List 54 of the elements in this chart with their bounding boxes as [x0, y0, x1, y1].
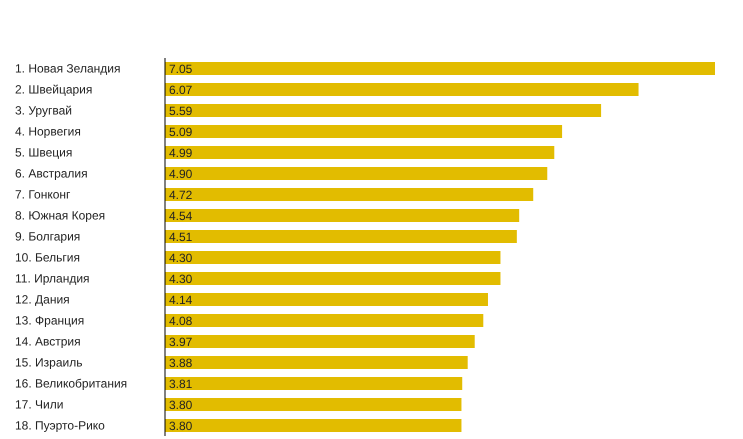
y-tick-label: 6. Австралия: [15, 166, 88, 180]
y-tick-label: 18. Пуэрто-Рико: [15, 418, 106, 432]
bar: [165, 83, 639, 96]
data-label: 4.72: [169, 188, 193, 202]
data-label: 3.80: [169, 398, 193, 412]
data-label: 4.54: [169, 208, 193, 223]
y-tick-label: 17. Чили: [15, 398, 64, 412]
bar: [165, 146, 554, 159]
y-tick-label: 3. Уругвай: [15, 104, 72, 118]
y-tick-label: 8. Южная Корея: [15, 208, 106, 222]
y-tick-label: 12. Дания: [15, 292, 70, 306]
data-label: 4.51: [169, 230, 193, 244]
data-label: 3.97: [169, 334, 193, 349]
y-tick-label: 9. Болгария: [15, 230, 80, 244]
data-label: 3.81: [169, 376, 193, 391]
bar: [165, 230, 517, 243]
bar: [165, 377, 462, 390]
data-label: 5.09: [169, 124, 193, 139]
bar: [165, 104, 602, 117]
bar: [165, 251, 500, 264]
bar: [165, 314, 484, 327]
bar: [165, 293, 488, 306]
data-label: 4.30: [169, 250, 193, 265]
data-label: 4.30: [169, 272, 193, 286]
bar: [165, 419, 462, 432]
bar: [165, 272, 500, 285]
y-tick-label: 5. Швеция: [15, 146, 72, 160]
bar: [165, 188, 534, 201]
y-tick-label: 4. Норвегия: [15, 124, 81, 138]
bar: [165, 356, 468, 369]
bar: [165, 398, 462, 411]
y-tick-label: 2. Швейцария: [15, 82, 92, 96]
y-tick-label: 1. Новая Зеландия: [15, 62, 120, 76]
y-tick-label: 15. Израиль: [15, 356, 82, 370]
data-label: 3.88: [169, 356, 193, 370]
y-tick-label: 7. Гонконг: [15, 188, 72, 202]
data-label: 3.80: [169, 418, 193, 433]
bar: [165, 62, 715, 75]
data-label: 4.99: [169, 146, 193, 160]
y-tick-label: 11. Ирландия: [15, 272, 90, 286]
bar: [165, 209, 520, 222]
data-label: 4.90: [169, 166, 193, 181]
y-tick-label: 10. Бельгия: [15, 250, 80, 264]
bar: [165, 167, 548, 180]
y-tick-label: 16. Великобритания: [15, 376, 128, 390]
data-label: 5.59: [169, 104, 193, 118]
bar: [165, 335, 475, 348]
data-label: 4.14: [169, 292, 193, 307]
data-label: 6.07: [169, 82, 193, 97]
data-label: 4.08: [169, 314, 193, 328]
data-label: 7.05: [169, 62, 193, 76]
y-tick-label: 13. Франция: [15, 314, 84, 328]
y-tick-label: 14. Австрия: [15, 334, 81, 348]
bar: [165, 125, 562, 138]
